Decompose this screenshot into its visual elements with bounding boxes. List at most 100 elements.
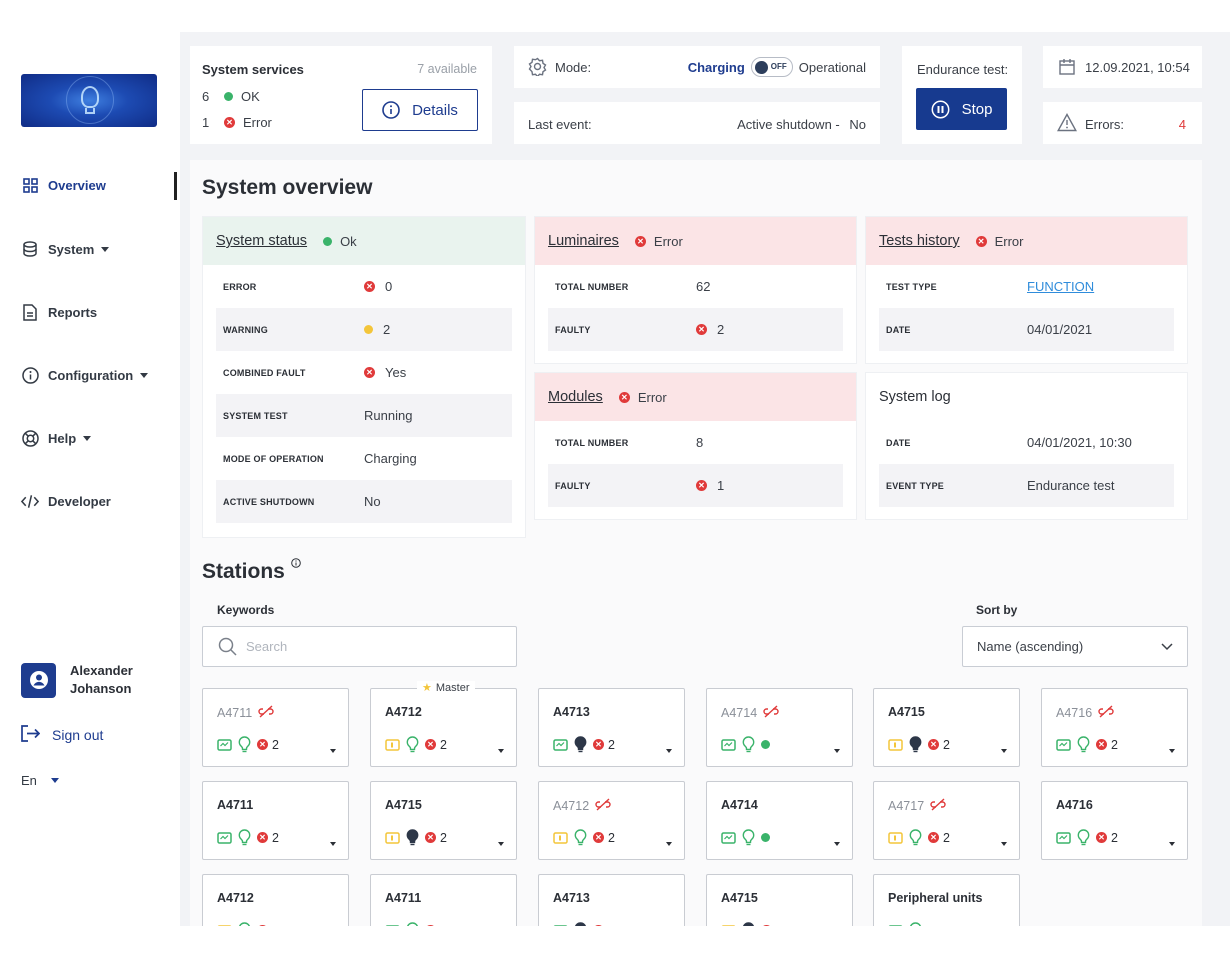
tests-history-panel: Tests history ✕ Error TEST TYPE FUNCTION… <box>865 216 1188 364</box>
signout-button[interactable]: Sign out <box>21 725 103 745</box>
expand-caret-icon[interactable] <box>330 749 336 753</box>
expand-caret-icon[interactable] <box>834 842 840 846</box>
station-card[interactable]: A4715✕2 <box>370 781 517 860</box>
station-name: A4715 <box>385 798 422 812</box>
expand-caret-icon[interactable] <box>666 749 672 753</box>
expand-caret-icon[interactable] <box>834 749 840 753</box>
battery-icon <box>888 831 903 844</box>
station-card[interactable]: A4717 ✕ 2 <box>873 781 1020 860</box>
ok-dot-icon <box>761 833 770 842</box>
station-card[interactable]: ★ Master A4712 ✕ 2 <box>370 681 517 767</box>
battery-icon <box>385 831 400 844</box>
expand-caret-icon[interactable] <box>330 842 336 846</box>
chevron-down-icon <box>140 372 149 378</box>
status-row: MODE OF OPERATION Charging <box>216 437 512 480</box>
bulb-icon <box>574 829 587 846</box>
info-icon[interactable] <box>291 558 301 568</box>
expand-caret-icon[interactable] <box>1001 842 1007 846</box>
errors-card[interactable]: Errors: 4 <box>1043 102 1202 144</box>
system-status-panel: System status Ok ERROR ✕ 0 WARNING 2 COMB… <box>202 216 526 538</box>
nav-configuration[interactable]: Configuration <box>21 366 149 384</box>
expand-caret-icon[interactable] <box>1169 749 1175 753</box>
mode-toggle[interactable]: OFF <box>750 57 793 77</box>
nav-developer[interactable]: Developer <box>21 492 111 510</box>
row-value: No <box>364 494 381 509</box>
chevron-down-icon <box>83 435 92 441</box>
row-value: 8 <box>696 435 704 450</box>
battery-icon <box>721 831 736 844</box>
battery-icon <box>217 738 232 751</box>
language-select[interactable]: En <box>21 773 59 788</box>
station-status: ✕2 <box>553 736 621 753</box>
row-value: 1 <box>717 478 725 493</box>
tests-row: TEST TYPE FUNCTION <box>879 265 1174 308</box>
system-services-card: System services 7 available 6 OK 1 ✕ Err… <box>190 46 492 144</box>
expand-caret-icon[interactable] <box>1169 842 1175 846</box>
station-card[interactable]: A4713 ✕2 <box>538 688 685 767</box>
nav-reports[interactable]: Reports <box>21 303 97 321</box>
station-card[interactable]: A4711✕2 <box>202 688 349 767</box>
row-key: WARNING <box>223 324 268 335</box>
station-status: ✕2 <box>888 829 956 846</box>
row-value: 62 <box>696 279 711 294</box>
station-card[interactable]: A4714 <box>706 688 853 767</box>
station-label: A4716 <box>1056 798 1093 812</box>
sort-select[interactable]: Name (ascending) <box>962 626 1188 667</box>
station-status: ✕2 <box>1056 736 1124 753</box>
panel-title[interactable]: Luminaires <box>548 233 619 249</box>
station-label: A4715 <box>385 798 422 812</box>
search-input[interactable]: Search <box>202 626 517 667</box>
row-key: COMBINED FAULT <box>223 367 306 378</box>
expand-caret-icon[interactable] <box>498 749 504 753</box>
app-logo[interactable] <box>21 74 157 127</box>
station-label: A4711 <box>217 798 254 812</box>
station-errors: 2 <box>943 830 950 845</box>
nav-help[interactable]: Help <box>21 429 92 447</box>
row-key: DATE <box>886 437 911 448</box>
user-name: Alexander Johanson <box>70 663 133 696</box>
stations-title: Stations <box>202 560 285 583</box>
test-type-link[interactable]: FUNCTION <box>1027 279 1095 294</box>
station-card[interactable]: A4711✕2 <box>202 781 349 860</box>
nav-overview[interactable]: Overview <box>21 176 106 194</box>
details-button[interactable]: Details <box>362 89 478 131</box>
last-event-group: Active shutdown - No <box>737 117 866 132</box>
station-card[interactable]: A4714 <box>706 781 853 860</box>
log-row: EVENT TYPE Endurance test <box>879 464 1174 507</box>
panel-title[interactable]: Tests history <box>879 233 960 249</box>
errors-count: 4 <box>1178 117 1186 132</box>
nav-system[interactable]: System <box>21 240 110 258</box>
tests-history-header: Tests history ✕ Error <box>866 217 1187 265</box>
station-card[interactable]: A4716 ✕ 2 <box>1041 688 1188 767</box>
nav-label: Help <box>48 430 77 446</box>
last-event-card: Last event: Active shutdown - No <box>514 102 880 144</box>
station-status: ✕2 <box>888 736 956 753</box>
row-value: Endurance test <box>1027 478 1115 493</box>
station-label: Peripheral units <box>888 891 983 905</box>
station-card[interactable]: A4716 ✕ 2 <box>1041 781 1188 860</box>
station-card[interactable]: A4715✕2 <box>873 688 1020 767</box>
settings-icon <box>528 57 547 81</box>
error-x-icon: ✕ <box>618 391 630 403</box>
station-name: A4713 <box>553 705 590 719</box>
station-name: A4714 <box>721 705 779 721</box>
panel-title[interactable]: System status <box>216 233 308 249</box>
user-profile[interactable]: Alexander Johanson <box>21 662 150 698</box>
mode-switch-group: Charging OFF Operational <box>688 57 866 77</box>
station-card[interactable]: A4712✕2 <box>538 781 685 860</box>
battery-icon <box>888 738 903 751</box>
warning-dot-icon <box>364 325 373 334</box>
stop-button[interactable]: Stop <box>916 88 1007 130</box>
error-x-icon: ✕ <box>224 117 235 128</box>
error-x-icon: ✕ <box>696 324 707 335</box>
expand-caret-icon[interactable] <box>666 842 672 846</box>
status-row: SYSTEM TEST Running <box>216 394 512 437</box>
expand-caret-icon[interactable] <box>1001 749 1007 753</box>
database-icon <box>21 240 39 258</box>
info-icon <box>21 366 39 384</box>
expand-caret-icon[interactable] <box>498 842 504 846</box>
station-label: A4713 <box>553 891 590 905</box>
station-label: A4717 <box>888 799 925 813</box>
panel-title[interactable]: Modules <box>548 389 603 405</box>
station-errors: 2 <box>440 830 447 845</box>
